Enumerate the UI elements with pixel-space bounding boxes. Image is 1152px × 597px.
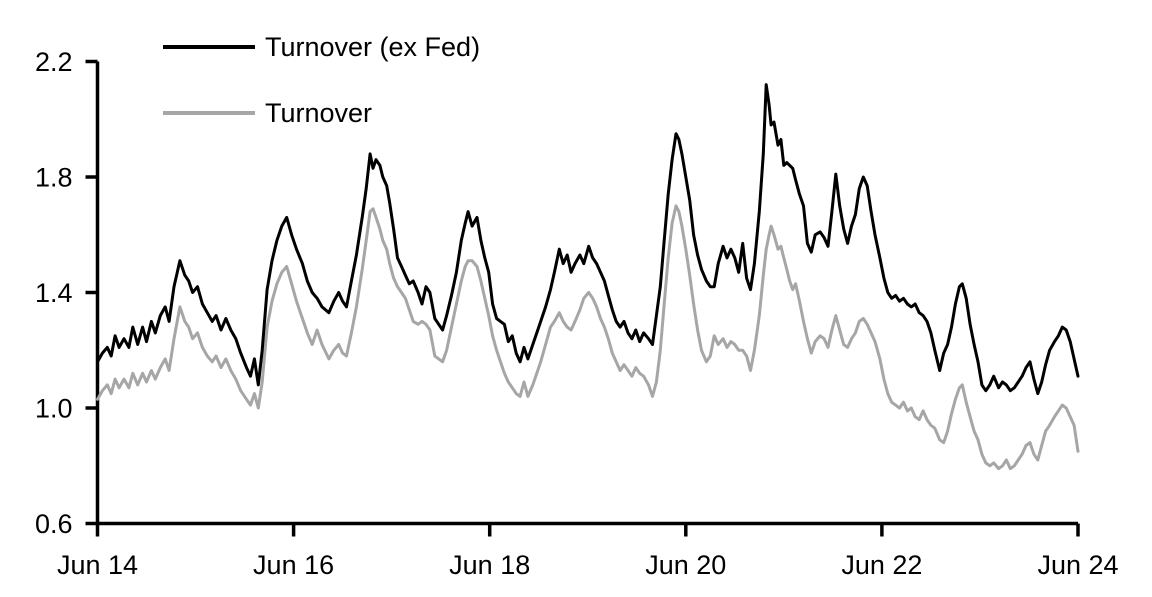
- legend-label-turnover-ex-fed: Turnover (ex Fed): [265, 32, 481, 62]
- y-tick-label-1.0: 1.0: [35, 394, 73, 424]
- y-tick-label-1.8: 1.8: [35, 163, 73, 193]
- legend-label-turnover: Turnover: [265, 98, 373, 128]
- legend-line-swatch-gray: [163, 111, 255, 115]
- series-line-turnover: [96, 204, 1080, 471]
- y-tick-label-1.4: 1.4: [35, 278, 73, 308]
- x-tick-label-jun-16: Jun 16: [253, 550, 334, 580]
- x-tick-label-jun-20: Jun 20: [645, 550, 726, 580]
- legend-line-swatch-black: [163, 45, 255, 49]
- legend-item-turnover-ex-fed: Turnover (ex Fed): [163, 32, 480, 62]
- x-tick-label-jun-22: Jun 22: [841, 550, 922, 580]
- series-line-turnover-ex-fed: [96, 83, 1080, 396]
- x-tick-label-jun-18: Jun 18: [449, 550, 530, 580]
- y-tick-label-2.2: 2.2: [35, 47, 73, 77]
- legend-item-turnover: Turnover: [163, 98, 372, 128]
- x-tick-label-jun-14: Jun 14: [57, 550, 138, 580]
- y-tick-label-0.6: 0.6: [35, 509, 73, 539]
- x-tick-label-jun-24: Jun 24: [1037, 550, 1118, 580]
